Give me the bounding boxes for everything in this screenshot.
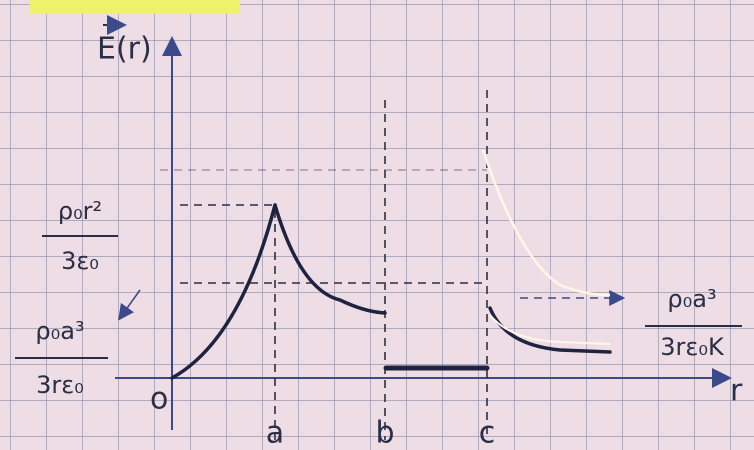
x-mark: b (375, 416, 394, 450)
denominator: 3rε₀K (660, 333, 725, 361)
x-mark: a (266, 416, 284, 450)
grid (0, 0, 754, 450)
page: E(r) r o a b c ρ₀r² 3ε₀ ρ₀a³ 3rε₀ ρ₀a³ 3… (0, 0, 754, 450)
numerator: ρ₀a³ (35, 317, 84, 345)
highlight (30, 0, 240, 14)
denominator: 3rε₀ (36, 371, 84, 399)
numerator: ρ₀r² (58, 197, 102, 225)
x-label: r (730, 374, 743, 409)
origin: o (150, 382, 168, 417)
y-label: E(r) (97, 32, 152, 67)
x-mark: c (479, 416, 496, 450)
denominator: 3ε₀ (61, 247, 99, 275)
numerator: ρ₀a³ (667, 285, 716, 313)
sketch: E(r) r o a b c ρ₀r² 3ε₀ ρ₀a³ 3rε₀ ρ₀a³ 3… (0, 0, 754, 450)
